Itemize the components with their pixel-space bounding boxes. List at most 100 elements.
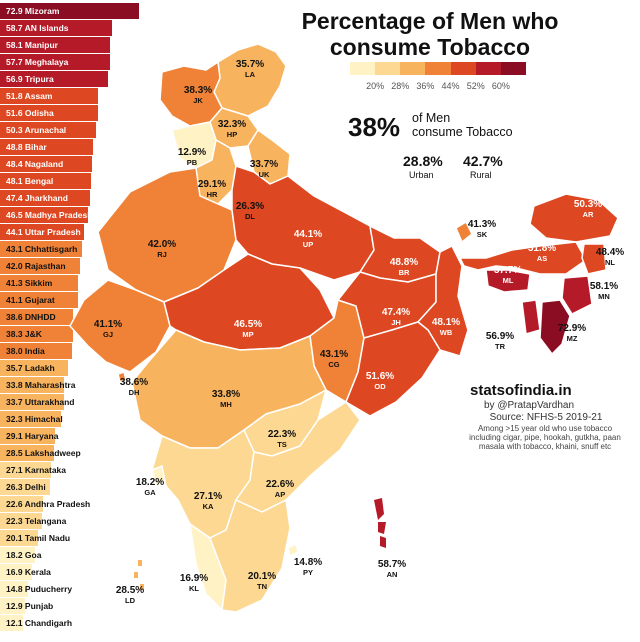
map-label-code: AR (582, 210, 594, 219)
legend-tick-label: 20% (366, 81, 385, 91)
map-label-code: DH (128, 388, 140, 397)
map-label-ka: 27.1% KA (188, 492, 228, 512)
island-region-an (378, 522, 386, 534)
map-label-value: 29.1% (197, 179, 227, 190)
map-label-ga: 18.2% GA (130, 478, 170, 498)
map-label-tr: 56.9% TR (480, 332, 520, 352)
map-label-value: 51.6% (365, 371, 395, 382)
map-label-code: MP (242, 330, 254, 339)
ranking-bar-label: 51.6 Odisha (6, 108, 54, 118)
ranking-bar: 35.7 Ladakh (0, 360, 68, 377)
state-region-la (213, 43, 287, 117)
ranking-bar: 57.7 Meghalaya (0, 54, 110, 71)
source-note: Source: NFHS-5 2019-21 (489, 412, 603, 423)
ranking-bar: 12.9 Punjab (0, 598, 53, 615)
headline-label-line-1: of Men (412, 111, 451, 125)
map-label-value: 41.1% (93, 319, 123, 330)
headline-value: 38% (348, 112, 401, 142)
ranking-bar: 47.4 Jharkhand (0, 190, 90, 207)
ranking-bar-label: 41.1 Gujarat (6, 295, 55, 305)
map-label-code: CG (328, 360, 340, 369)
map-label-value: 12.9% (177, 147, 207, 158)
title-line-1: Percentage of Men who (301, 8, 559, 34)
map-label-value: 16.9% (179, 573, 209, 584)
map-label-value: 27.1% (193, 491, 223, 502)
map-label-code: UK (258, 170, 270, 179)
state-region-dh (117, 371, 127, 383)
map-label-value: 33.8% (211, 389, 241, 400)
map-label-code: HP (226, 130, 238, 139)
map-label-jh: 47.4% JH (376, 308, 416, 328)
legend-swatch (475, 62, 502, 75)
map-label-an: 58.7% AN (372, 560, 412, 580)
ranking-bar: 38.0 India (0, 343, 72, 360)
map-label-value: 41.3% (467, 219, 497, 230)
map-label-value: 56.9% (485, 331, 515, 342)
map-label-up: 44.1% UP (288, 230, 328, 250)
map-label-value: 32.3% (217, 119, 247, 130)
ranking-bar-label: 16.9 Kerala (6, 567, 51, 577)
ranking-bar: 56.9 Tripura (0, 71, 108, 88)
ranking-bar-label: 26.3 Delhi (6, 482, 46, 492)
state-region-ar (529, 193, 619, 243)
map-label-code: WB (439, 328, 453, 337)
ranking-bar: 44.1 Uttar Pradesh (0, 224, 84, 241)
map-label-value: 22.3% (267, 429, 297, 440)
ranking-bar-label: 38.6 DNHDD (6, 312, 56, 322)
map-label-code: AP (274, 490, 286, 499)
ranking-bar: 50.3 Arunachal (0, 122, 96, 139)
ranking-bar-label: 22.6 Andhra Pradesh (6, 499, 91, 509)
map-label-value: 58.1% (589, 281, 619, 292)
state-region-mn (561, 275, 593, 315)
ranking-bar-label: 35.7 Ladakh (6, 363, 55, 373)
legend-tick-label: 52% (466, 81, 485, 91)
map-label-ml: 57.7% ML (488, 266, 528, 286)
state-region-tr (521, 299, 541, 335)
map-label-kl: 16.9% KL (174, 574, 214, 594)
map-label-code: SK (476, 230, 488, 239)
map-label-code: TR (495, 342, 505, 351)
island-region-ld (138, 560, 142, 566)
map-label-code: DL (245, 212, 255, 221)
map-label-mp: 46.5% MP (228, 320, 268, 340)
ranking-bar: 43.1 Chhattisgarh (0, 241, 82, 258)
ranking-bar-label: 33.8 Maharashtra (6, 380, 76, 390)
map-label-value: 48.8% (389, 257, 419, 268)
ranking-bar-label: 58.1 Manipur (6, 40, 58, 50)
ranking-bar-label: 57.7 Meghalaya (6, 57, 69, 67)
legend-tick-label: 44% (441, 81, 460, 91)
legend-swatch (500, 62, 527, 75)
map-label-br: 48.8% BR (384, 258, 424, 278)
ranking-bar-label: 22.3 Telangana (6, 516, 67, 526)
ranking-bar: 58.7 AN Islands (0, 20, 112, 37)
state-region-as (459, 241, 587, 275)
byline: by @PratapVardhan (484, 400, 575, 411)
map-label-uk: 33.7% UK (244, 160, 284, 180)
map-label-code: ML (502, 276, 514, 285)
map-label-value: 43.1% (319, 349, 349, 360)
map-label-value: 50.3% (573, 199, 603, 210)
state-region-jk (159, 61, 223, 127)
map-label-code: TN (257, 582, 267, 591)
ranking-bar-label: 48.8 Bihar (6, 142, 47, 152)
ranking-bar: 33.8 Maharashtra (0, 377, 75, 394)
color-legend: 20% 28% 36% 44% 52% 60% (350, 62, 527, 94)
state-region-od (345, 321, 441, 417)
map-label-code: NL (605, 258, 615, 267)
ranking-bar-label: 48.4 Nagaland (6, 159, 64, 169)
ranking-bar: 48.1 Bengal (0, 173, 91, 190)
map-label-od: 51.6% OD (360, 372, 400, 392)
ranking-bar-label: 29.1 Haryana (6, 431, 59, 441)
ranking-bar: 22.6 Andhra Pradesh (0, 496, 90, 513)
map-label-code: TS (277, 440, 287, 449)
ranking-bar: 28.5 Lakshadweep (0, 445, 81, 462)
ranking-bar: 58.1 Manipur (0, 37, 110, 54)
ranking-bar: 16.9 Kerala (0, 564, 51, 581)
ranking-bar: 26.3 Delhi (0, 479, 50, 496)
map-label-code: JH (391, 318, 401, 327)
map-label-value: 33.7% (249, 159, 279, 170)
map-label-cg: 43.1% CG (314, 350, 354, 370)
chart-title: Percentage of Men who consume Tobacco (280, 8, 580, 60)
ranking-bar: 38.6 DNHDD (0, 309, 73, 326)
ranking-bar-label: 56.9 Tripura (6, 74, 54, 84)
